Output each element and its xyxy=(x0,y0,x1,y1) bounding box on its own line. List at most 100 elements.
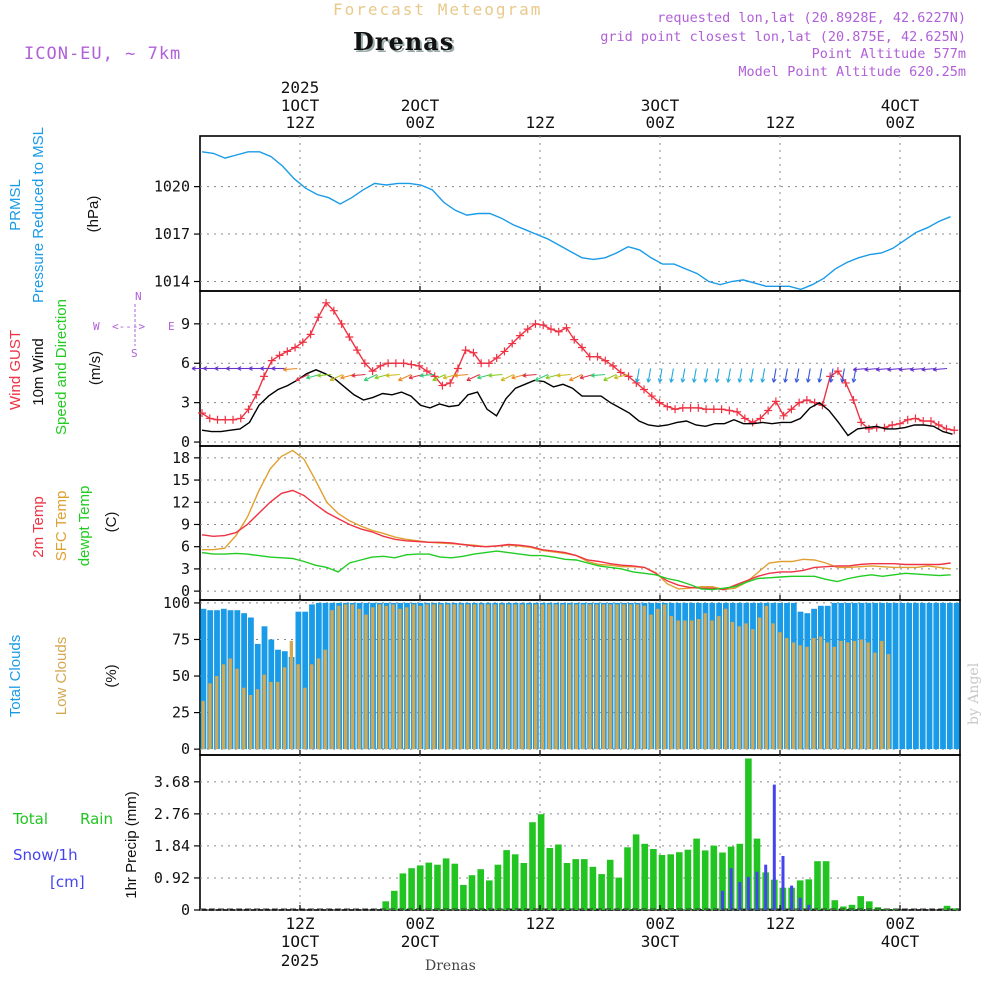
rain-bar xyxy=(624,847,631,910)
ytick-label: 3 xyxy=(181,560,190,578)
gust-point xyxy=(492,353,501,362)
wind-arrow-head xyxy=(453,373,459,378)
temp-label-dewpt: dewpt Temp xyxy=(76,486,93,567)
gust-point xyxy=(198,409,206,418)
gust-point xyxy=(616,368,625,377)
compass-s: S xyxy=(131,347,138,360)
wind-direction-arrow xyxy=(818,368,823,383)
gust-point xyxy=(864,424,873,433)
low-cloud-bar xyxy=(398,608,402,750)
low-cloud-bar xyxy=(425,604,429,750)
rain-bar xyxy=(676,852,683,910)
rain-bar xyxy=(632,834,640,910)
rain-bar xyxy=(486,880,493,910)
wind-arrow-head xyxy=(840,378,845,383)
wind-arrow-head xyxy=(295,376,300,382)
temp-unit: (C) xyxy=(103,512,120,533)
gust-point xyxy=(283,347,292,356)
gust-point xyxy=(678,403,687,412)
signature: by Angel xyxy=(966,662,982,725)
low-cloud-bar xyxy=(778,632,782,750)
rain-bar xyxy=(719,852,726,910)
wind-arrow-head xyxy=(898,367,903,372)
clouds-unit: (%) xyxy=(103,664,120,687)
precip-label-rain: Rain xyxy=(80,810,113,828)
low-cloud-bar xyxy=(527,604,531,750)
gust-point xyxy=(849,396,858,405)
gust-point xyxy=(260,372,269,381)
low-cloud-bar xyxy=(255,689,260,750)
forecast-title: Forecast Meteogram xyxy=(333,0,543,19)
gust-point xyxy=(787,405,796,414)
low-cloud-bar xyxy=(384,605,388,750)
temp-label-sfc: SFC Temp xyxy=(53,491,70,562)
rain-bar xyxy=(572,859,579,910)
wind10m-line xyxy=(201,369,953,437)
wind-arrow-head xyxy=(737,378,743,383)
wind-direction-arrow xyxy=(773,368,777,383)
gust-point xyxy=(709,405,718,414)
wind-direction-arrow xyxy=(727,368,731,383)
ytick-label: 1.84 xyxy=(154,837,190,855)
rain-bar xyxy=(581,859,588,910)
gust-point xyxy=(236,414,245,423)
wind-direction-arrow xyxy=(830,368,834,383)
low-cloud-bar xyxy=(629,604,633,750)
wind-direction-arrow xyxy=(887,367,902,371)
gust-point xyxy=(640,385,649,394)
gust-point xyxy=(252,390,261,399)
low-cloud-bar xyxy=(595,604,599,750)
gust-point xyxy=(523,325,532,334)
gust-point xyxy=(857,418,866,427)
panel-frames xyxy=(199,135,961,911)
low-cloud-bar xyxy=(310,664,314,750)
total-cloud-bar xyxy=(241,613,247,750)
wind-arrow-head xyxy=(932,367,938,372)
rain-bar xyxy=(796,880,804,910)
wind-direction-arrow xyxy=(317,373,332,377)
gust-point xyxy=(624,372,633,381)
low-cloud-bar xyxy=(479,604,483,750)
grid-lines xyxy=(200,136,960,911)
low-cloud-bar xyxy=(690,620,694,750)
low-cloud-bar xyxy=(873,652,877,750)
clouds-label-total: Total Clouds xyxy=(7,635,24,718)
rain-bar xyxy=(537,814,545,910)
wind-direction-arrow xyxy=(329,374,344,381)
low-cloud-bar xyxy=(615,604,619,750)
gust-point xyxy=(314,313,323,322)
low-cloud-bar xyxy=(771,623,775,750)
wind-arrow-head xyxy=(329,376,335,382)
gust-point xyxy=(702,405,711,414)
wind-direction-arrow xyxy=(841,368,845,383)
clouds-label-low: Low Clouds xyxy=(53,637,70,715)
precip-label-cm: [cm] xyxy=(50,873,85,891)
gust-point xyxy=(322,298,331,307)
model-altitude: Model Point Altitude 620.25m xyxy=(738,64,966,80)
low-cloud-bar xyxy=(377,604,382,750)
wind-arrow-head xyxy=(500,376,506,382)
gust-point xyxy=(422,367,431,376)
rain-bar xyxy=(641,843,649,910)
gust-point xyxy=(515,331,524,340)
gust-point xyxy=(578,343,586,352)
compass-w: W xyxy=(93,320,100,333)
top-date-label: 2OCT xyxy=(401,96,440,115)
gust-point xyxy=(453,364,462,373)
wind-direction-arrow xyxy=(716,368,720,383)
rain-bar xyxy=(822,861,830,910)
wind-arrow-head xyxy=(522,373,527,378)
rain-bar xyxy=(710,845,718,910)
total-cloud-bar xyxy=(906,602,912,750)
wind-direction-arrow xyxy=(432,374,446,381)
rain-bar xyxy=(589,866,597,910)
low-cloud-bar xyxy=(730,621,735,750)
gust-point xyxy=(717,405,726,414)
low-cloud-bar xyxy=(411,604,416,750)
wind-arrow-head xyxy=(225,366,230,371)
snow-bar xyxy=(781,856,785,910)
ytick-label: 6 xyxy=(181,538,190,556)
total-cloud-bar xyxy=(892,602,899,750)
wind-direction-arrow xyxy=(591,373,606,377)
low-cloud-bar xyxy=(391,604,395,750)
